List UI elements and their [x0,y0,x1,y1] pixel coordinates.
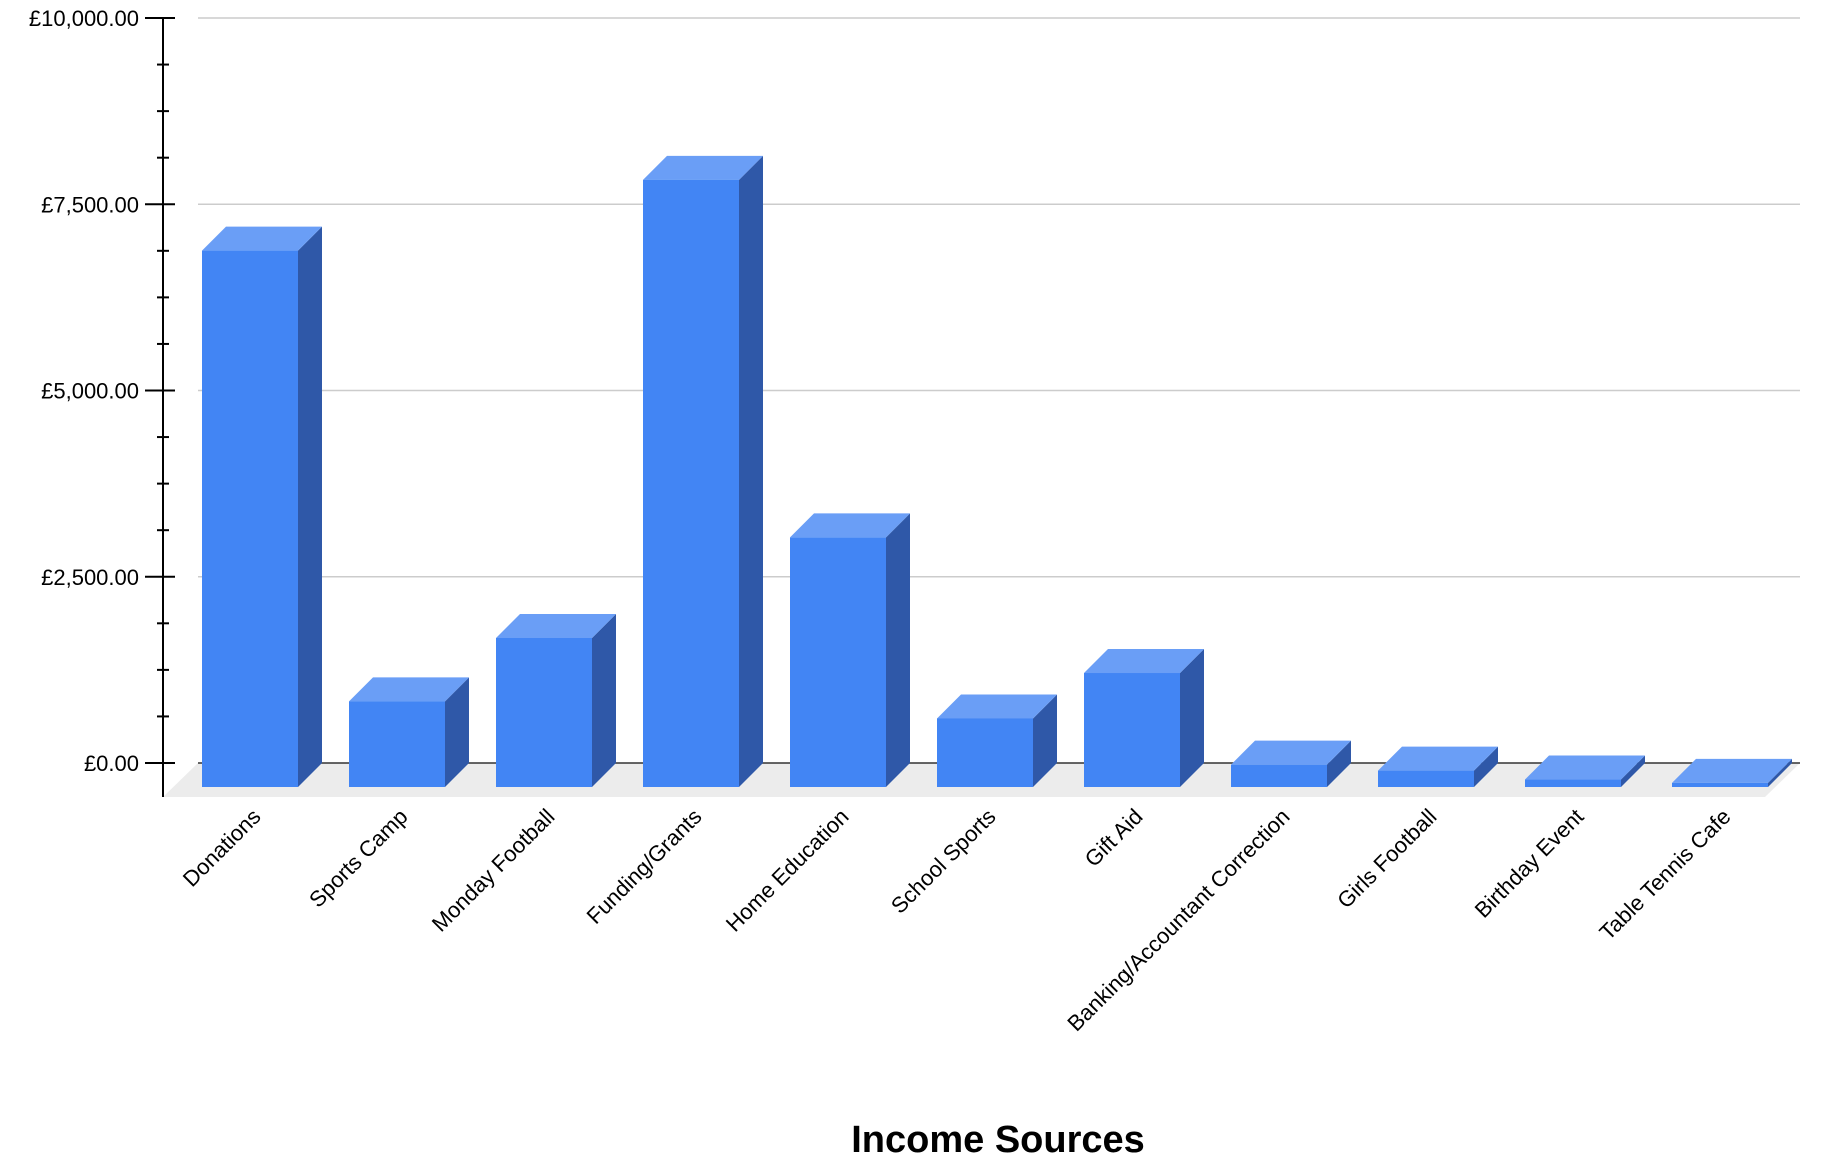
bar-side-face [298,226,322,788]
bar-top-face [937,694,1057,719]
x-tick-label: Funding/Grants [582,804,707,929]
bar-top-face [1672,758,1792,783]
bar [496,614,616,787]
bar-top-face [496,614,616,638]
x-tick-label: Donations [178,804,266,892]
bar-top-face [1084,649,1204,674]
bar-front-face [1231,764,1327,787]
bar-top-face [1231,740,1351,765]
x-tick-label: Table Tennis Cafe [1594,804,1735,945]
bar-side-face [445,677,469,787]
bar-side-face [1180,649,1204,787]
x-tick-label: Monday Football [427,804,560,937]
x-tick-label: Birthday Event [1470,804,1589,923]
bar [1525,755,1645,787]
bar-side-face [1033,694,1057,787]
bar [349,677,469,787]
bar-front-face [1378,770,1474,787]
bar-front-face [202,250,298,788]
bar-front-face [937,718,1033,787]
x-tick-label: Girls Football [1332,804,1441,913]
bar-top-face [349,677,469,702]
bar-front-face [349,701,445,787]
bar [1672,758,1792,787]
y-tick-label: £10,000.00 [29,6,139,31]
bar [1084,649,1204,787]
bar-side-face [1327,740,1351,787]
bars [202,155,1792,788]
bar [1231,740,1351,787]
x-tick-label: Gift Aid [1080,804,1148,872]
bar-side-face [592,614,616,787]
bar [202,226,322,788]
bar-front-face [790,537,886,787]
y-tick-label: £5,000.00 [41,379,139,404]
bar-side-face [739,155,763,787]
bar-top-face [790,513,910,538]
bar [643,155,763,787]
bar-top-face [643,155,763,180]
x-tick-label: School Sports [886,804,1001,919]
bar-front-face [1672,782,1768,787]
gridlines [198,17,1800,578]
bar-top-face [202,226,322,251]
x-tick-label: Home Education [721,804,854,937]
bar [937,694,1057,787]
bar-side-face [886,513,910,787]
bar-side-face [1768,758,1792,787]
category-labels: Donations Sports Camp Monday Football Fundi… [178,804,1736,1036]
bar [1378,746,1498,787]
bar-top-face [1378,746,1498,771]
y-tick-label: £2,500.00 [41,565,139,590]
bar-side-face [1474,746,1498,787]
bar [790,513,910,787]
y-tick-label: £0.00 [84,751,139,776]
bar-front-face [643,179,739,787]
bar-top-face [1525,755,1645,780]
x-axis-title: Income Sources [851,1119,1145,1161]
bar-front-face [1525,779,1621,787]
x-tick-label: Sports Camp [304,804,412,912]
bar-front-face [496,638,592,787]
y-axis: £0.00 £2,500.00 £5,000.00 £7,500.00 £10,000.… [29,6,175,797]
bar-front-face [1084,673,1180,787]
bar-side-face [1621,755,1645,787]
y-tick-label: £7,500.00 [41,192,139,217]
